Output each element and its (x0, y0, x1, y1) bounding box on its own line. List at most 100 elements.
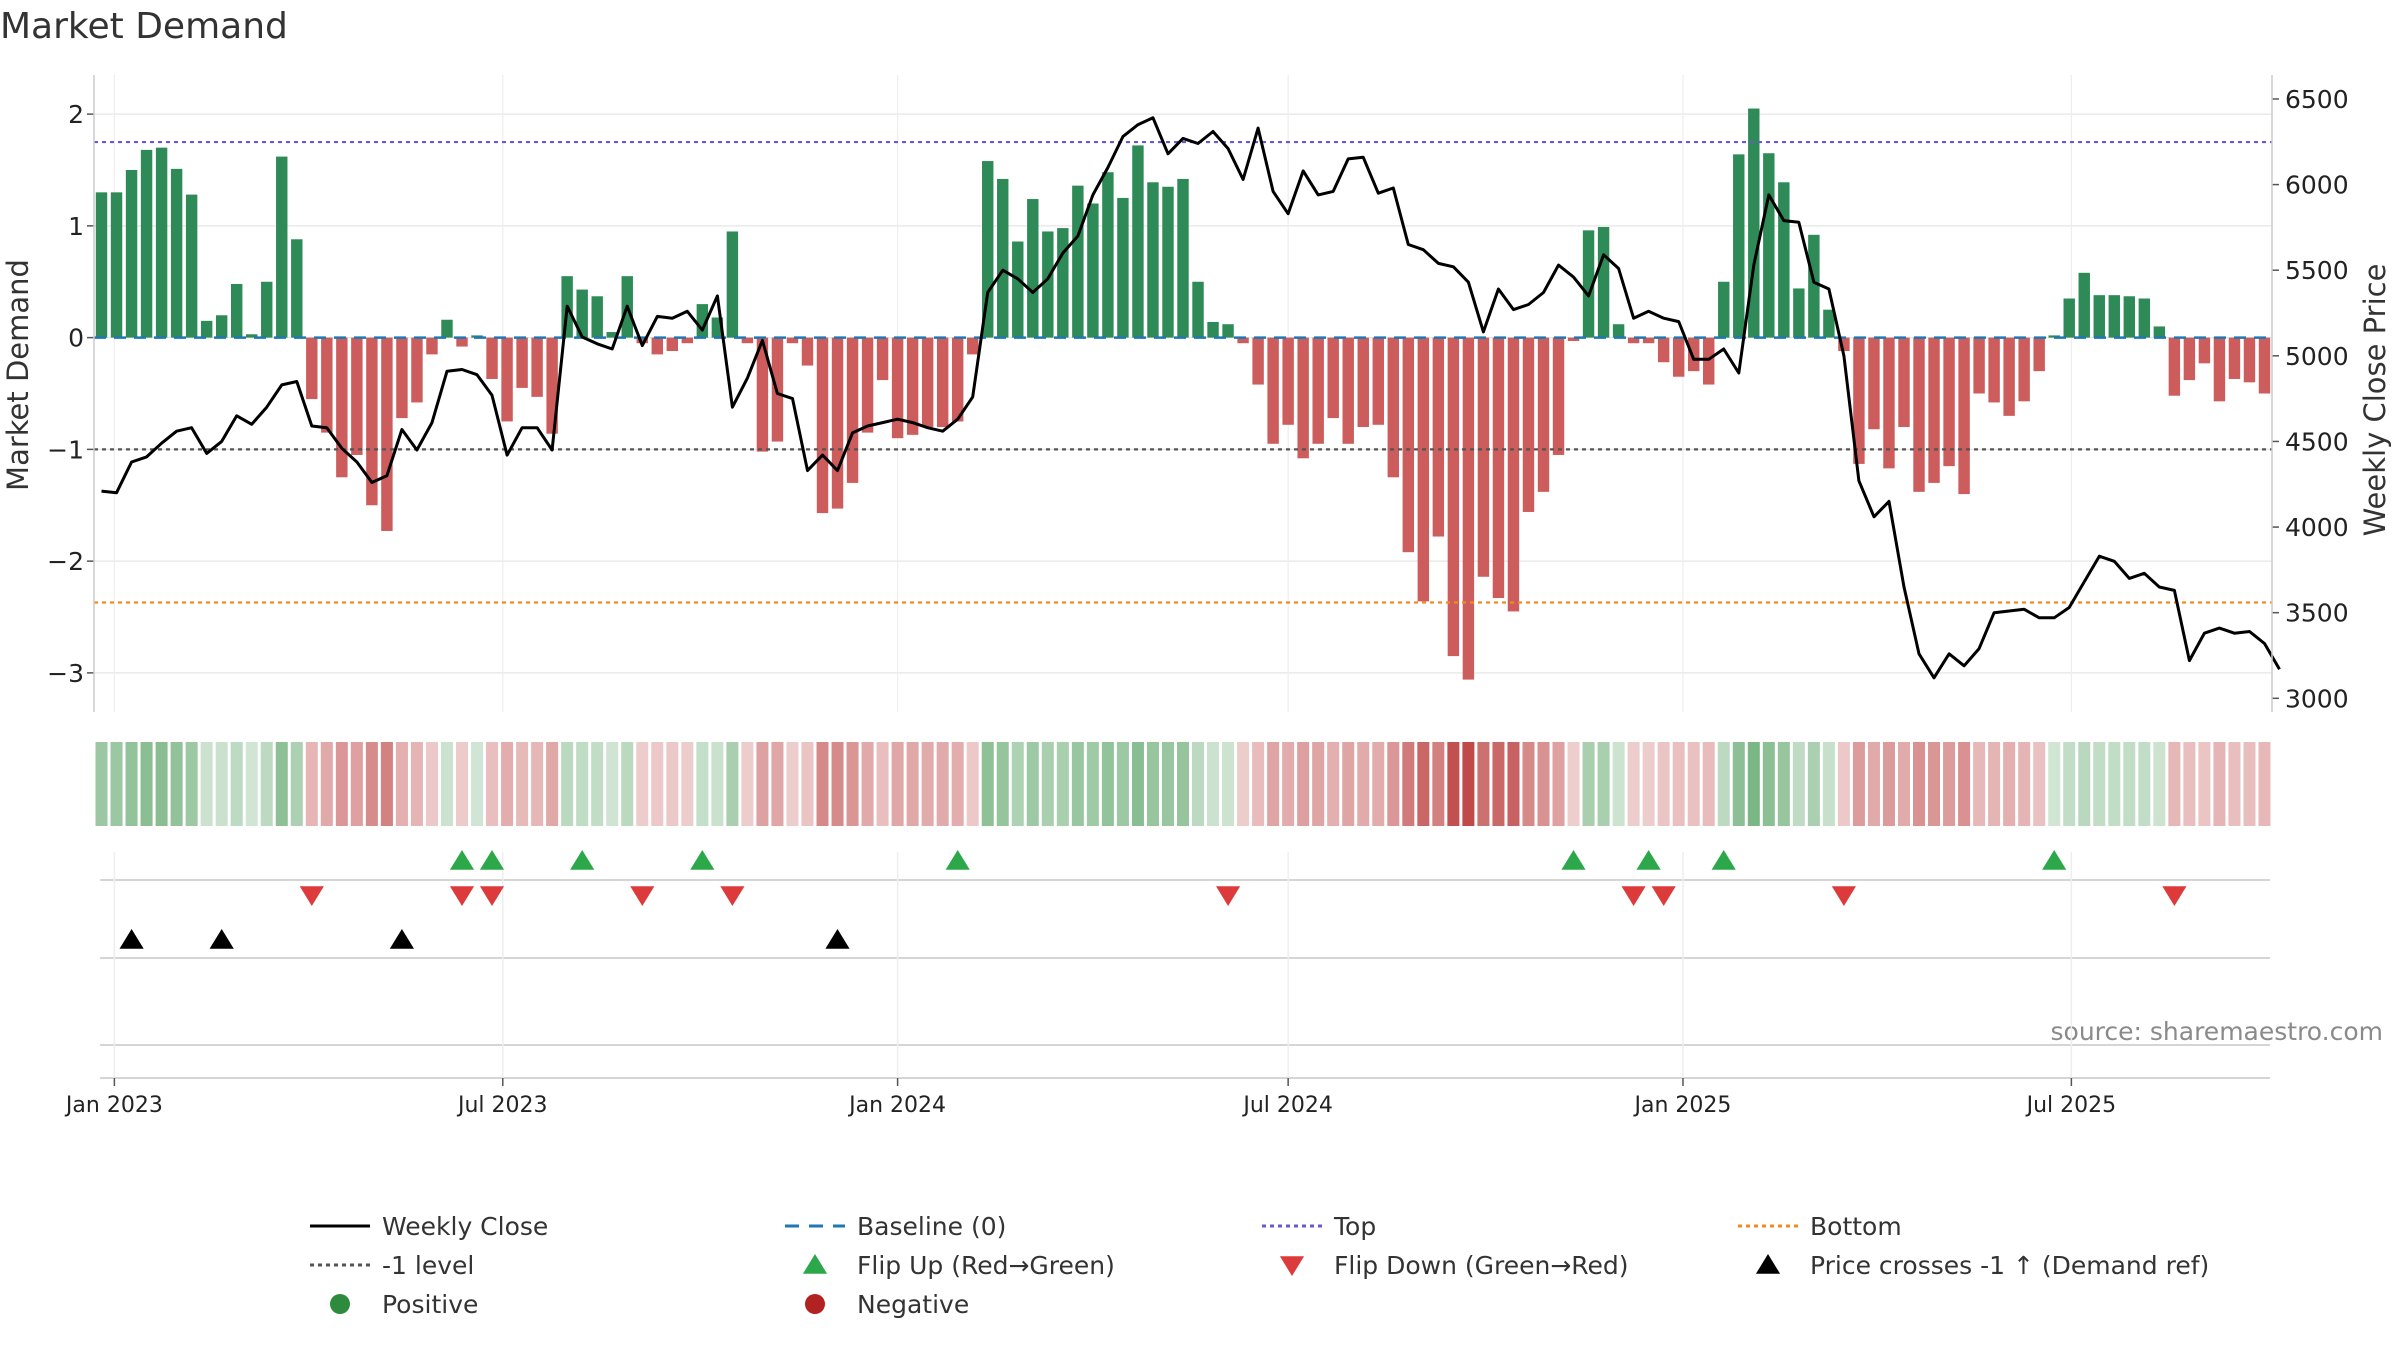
demand-bar-positive (155, 147, 168, 338)
heat-cell (1612, 742, 1625, 826)
flip-up-marker (479, 850, 505, 870)
legend-top-label: Top (1333, 1212, 1376, 1241)
demand-bar-negative (2003, 337, 2015, 416)
y-axis-label: Market Demand (1, 259, 35, 491)
demand-bar-negative (1868, 337, 1880, 430)
demand-bar-negative (831, 337, 844, 509)
heat-cell (591, 742, 604, 826)
demand-bar-negative (1297, 337, 1309, 459)
x-tick-label: Jul 2025 (2025, 1093, 2117, 1118)
demand-bar-negative (1417, 337, 1430, 602)
demand-bar-negative (1928, 337, 1940, 483)
demand-bar-negative (666, 337, 679, 352)
heat-cell (636, 742, 649, 826)
legend-negative-swatch (805, 1294, 825, 1314)
legend-flip-up-red-green-label: Flip Up (Red→Green) (857, 1251, 1115, 1280)
heat-cell (1657, 742, 1670, 826)
demand-bar-positive (997, 178, 1009, 338)
heat-cell (1687, 742, 1700, 826)
flip-up-marker (570, 850, 595, 870)
heat-cell (2003, 742, 2016, 826)
flip-up-marker (945, 850, 970, 870)
heat-cell (711, 742, 724, 826)
heat-cell (1507, 742, 1520, 826)
reference-lines (94, 140, 2272, 604)
y2-tick-label: 4500 (2285, 427, 2349, 456)
demand-bar-negative (381, 337, 393, 531)
legend-positive-label: Positive (382, 1290, 478, 1319)
heat-cell (1882, 742, 1895, 826)
heat-cell (996, 742, 1009, 826)
heat-cell (1011, 742, 1024, 826)
heat-cell (801, 742, 814, 826)
heat-cell (335, 742, 348, 826)
demand-bar-negative (1342, 337, 1354, 444)
heat-cell (1552, 742, 1565, 826)
heat-cell (1101, 742, 1114, 826)
demand-bar-negative (501, 337, 513, 422)
demand-bar-negative (861, 337, 874, 433)
heat-cell (1627, 742, 1640, 826)
demand-bar-positive (1718, 281, 1730, 338)
demand-bar-positive (1582, 230, 1595, 338)
heat-cell (440, 742, 453, 826)
demand-bar-positive (200, 320, 213, 338)
heat-cell (786, 742, 799, 826)
heat-cell (1672, 742, 1685, 826)
demand-bar-negative (1522, 337, 1535, 512)
demand-bar-negative (1913, 337, 1925, 492)
heat-cell (876, 742, 889, 826)
demand-bar-negative (1432, 337, 1445, 537)
heat-cell (1192, 742, 1205, 826)
heat-cell (951, 742, 964, 826)
demand-bar-positive (696, 304, 709, 338)
demand-bar-positive (591, 296, 603, 338)
heat-cell (1943, 742, 1956, 826)
flip-down-marker (299, 886, 324, 906)
demand-bar-positive (441, 319, 453, 338)
demand-bar-negative (2243, 337, 2256, 383)
heat-cell (1867, 742, 1880, 826)
heat-cell (621, 742, 634, 826)
legend-flip-up-red-green-swatch (802, 1254, 828, 1274)
heat-cell (1807, 742, 1820, 826)
heat-cell (1237, 742, 1250, 826)
heat-cell (651, 742, 664, 826)
heat-cell (696, 742, 709, 826)
demand-bar-positive (1763, 153, 1775, 338)
flip-down-marker (1651, 886, 1676, 906)
y2-tick-label: 3500 (2285, 599, 2349, 628)
demand-bar-negative (846, 337, 859, 483)
demand-bar-positive (1087, 203, 1099, 338)
heat-cell (365, 742, 378, 826)
heat-cell (1252, 742, 1265, 826)
y2-tick-label: 5500 (2285, 256, 2349, 285)
heat-cell (380, 742, 393, 826)
axes: 2 1 0 −1 −2 −3 6500 6000 5500 5000 4500 4000 3500 300… (47, 75, 2349, 713)
demand-bar-negative (2183, 337, 2196, 381)
legend-price-crosses-1-demand-ref-label: Price crosses -1 ↑ (Demand ref) (1810, 1251, 2209, 1280)
heat-cell (2123, 742, 2136, 826)
flip-down-marker (2162, 886, 2187, 906)
demand-bar-negative (891, 337, 904, 439)
flip-down-marker (1831, 886, 1856, 906)
demand-bar-positive (1012, 241, 1024, 338)
signal-tracks (100, 850, 2270, 1079)
heat-cell (215, 742, 228, 826)
heat-cell (95, 742, 108, 826)
heat-cell (245, 742, 258, 826)
heat-cell (1176, 742, 1190, 826)
demand-bar-negative (1237, 337, 1249, 344)
y2-tick-label: 6500 (2285, 85, 2349, 114)
demand-bar-negative (756, 337, 769, 452)
demand-bar-negative (1703, 337, 1715, 385)
demand-bar-negative (1312, 337, 1324, 444)
price-cross-marker (119, 929, 144, 949)
heat-cell (1777, 742, 1790, 826)
demand-bar-negative (396, 337, 408, 419)
heat-cell (1913, 742, 1926, 826)
demand-bar-negative (2018, 337, 2030, 402)
heat-cell (2243, 742, 2256, 826)
demand-bar-positive (1733, 154, 1745, 338)
demand-bar-positive (170, 168, 183, 338)
